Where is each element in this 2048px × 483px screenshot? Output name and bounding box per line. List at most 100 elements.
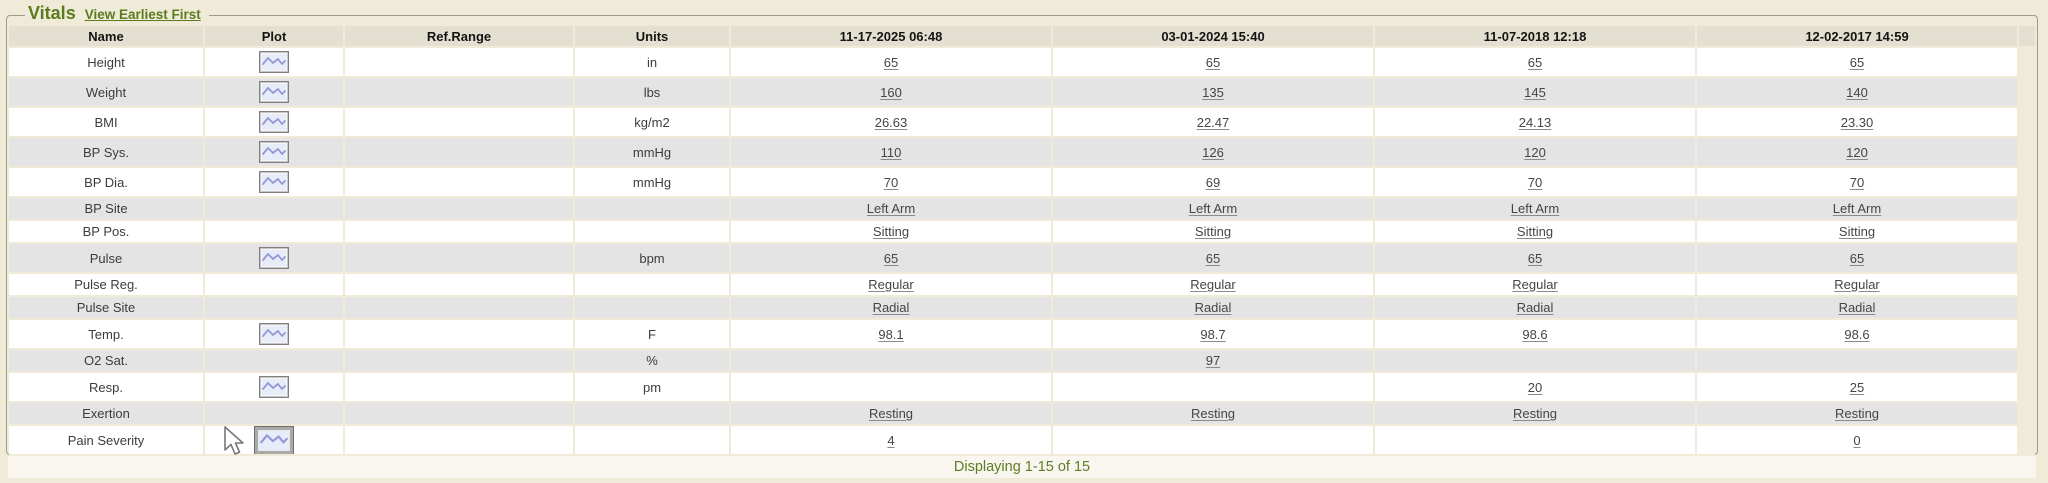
column-header-ref-range: Ref.Range <box>345 26 575 46</box>
value-link[interactable]: 97 <box>1205 353 1221 368</box>
plot-button[interactable] <box>259 51 289 73</box>
value-link[interactable]: 140 <box>1846 84 1868 100</box>
value-cell: Resting <box>1697 403 2019 424</box>
value-link[interactable]: 26.63 <box>874 114 908 130</box>
value-link[interactable]: 69 <box>1205 174 1221 190</box>
plot-button[interactable] <box>259 247 289 269</box>
units-cell: mmHg <box>575 168 731 196</box>
units-cell: mmHg <box>575 138 731 166</box>
value-link[interactable]: Left Arm <box>1510 201 1560 216</box>
column-header-date-3: 11-07-2018 12:18 <box>1375 26 1697 46</box>
row-filler-cell <box>2019 48 2035 76</box>
value-link[interactable]: 160 <box>880 84 902 100</box>
value-cell: 4 <box>731 426 1053 454</box>
value-link[interactable]: 98.6 <box>1844 326 1870 342</box>
ref-range-cell <box>345 168 575 196</box>
ref-range-cell <box>345 198 575 219</box>
table-row: BP Pos. Sitting Sitting Sitting Sitting <box>9 221 2035 244</box>
value-link[interactable]: 65 <box>1849 54 1865 70</box>
value-link[interactable]: 110 <box>880 144 902 160</box>
value-link[interactable]: 98.6 <box>1522 326 1548 342</box>
table-row: BP Sys. mmHg 110 126 120 120 <box>9 138 2035 168</box>
value-link[interactable]: Resting <box>1190 406 1236 421</box>
vitals-table: Name Plot Ref.Range Units 11-17-2025 06:48 03… <box>9 26 2035 456</box>
value-link[interactable]: Radial <box>872 300 910 315</box>
plot-button[interactable] <box>259 81 289 103</box>
plot-cell <box>205 297 345 318</box>
ref-range-cell <box>345 244 575 272</box>
plot-cell <box>205 274 345 295</box>
value-link[interactable]: Left Arm <box>1832 201 1882 216</box>
plot-button[interactable] <box>254 426 294 454</box>
value-link[interactable]: Regular <box>868 277 914 292</box>
value-link[interactable]: 70 <box>883 174 899 190</box>
value-link[interactable]: 135 <box>1202 84 1224 100</box>
plot-cell <box>205 320 345 348</box>
plot-button[interactable] <box>259 376 289 398</box>
line-chart-icon <box>262 117 286 125</box>
value-link[interactable]: 126 <box>1202 144 1224 160</box>
ref-range-cell <box>345 48 575 76</box>
row-name-cell: BP Pos. <box>9 221 205 242</box>
value-link[interactable]: Regular <box>1190 277 1236 292</box>
value-link[interactable]: 23.30 <box>1840 114 1874 130</box>
value-link[interactable]: 98.1 <box>878 326 904 342</box>
ref-range-cell <box>345 274 575 295</box>
value-link[interactable]: 25 <box>1849 379 1865 395</box>
value-link[interactable]: 145 <box>1524 84 1546 100</box>
value-link[interactable]: Left Arm <box>866 201 916 216</box>
row-name-cell: Resp. <box>9 373 205 401</box>
value-link[interactable]: Left Arm <box>1188 201 1238 216</box>
value-link[interactable]: 65 <box>1205 250 1221 266</box>
units-cell: % <box>575 350 731 371</box>
value-cell: Left Arm <box>1053 198 1375 219</box>
value-link[interactable]: Sitting <box>872 224 910 239</box>
table-header-row: Name Plot Ref.Range Units 11-17-2025 06:48 03… <box>9 26 2035 48</box>
value-cell: 65 <box>1697 48 2019 76</box>
line-chart-icon <box>262 253 286 261</box>
value-link[interactable]: 20 <box>1527 379 1543 395</box>
value-link[interactable]: Radial <box>1194 300 1232 315</box>
value-link[interactable]: 65 <box>1527 54 1543 70</box>
value-link[interactable]: Resting <box>1834 406 1880 421</box>
table-row: Pulse bpm 65 65 65 65 <box>9 244 2035 274</box>
value-link[interactable]: 65 <box>1527 250 1543 266</box>
value-link[interactable]: 24.13 <box>1518 114 1552 130</box>
value-cell: 65 <box>731 244 1053 272</box>
table-row: O2 Sat.% 97 <box>9 350 2035 373</box>
value-cell: 24.13 <box>1375 108 1697 136</box>
value-link[interactable]: 120 <box>1524 144 1546 160</box>
value-link[interactable]: Sitting <box>1194 224 1232 239</box>
value-link[interactable]: 65 <box>1849 250 1865 266</box>
value-cell <box>1053 426 1375 454</box>
value-link[interactable]: 70 <box>1527 174 1543 190</box>
value-cell: Left Arm <box>1697 198 2019 219</box>
row-name-cell: Height <box>9 48 205 76</box>
value-link[interactable]: 120 <box>1846 144 1868 160</box>
plot-button[interactable] <box>259 323 289 345</box>
value-cell: Regular <box>1697 274 2019 295</box>
value-cell: 98.6 <box>1375 320 1697 348</box>
value-link[interactable]: 0 <box>1853 432 1861 448</box>
value-cell <box>1375 350 1697 371</box>
value-link[interactable]: Regular <box>1512 277 1558 292</box>
value-link[interactable]: Resting <box>1512 406 1558 421</box>
value-link[interactable]: Regular <box>1834 277 1880 292</box>
plot-button[interactable] <box>259 171 289 193</box>
view-earliest-first-link[interactable]: View Earliest First <box>84 7 201 22</box>
value-link[interactable]: 65 <box>883 250 899 266</box>
value-link[interactable]: Sitting <box>1516 224 1554 239</box>
value-link[interactable]: Radial <box>1516 300 1554 315</box>
plot-button[interactable] <box>259 141 289 163</box>
value-link[interactable]: 70 <box>1849 174 1865 190</box>
value-link[interactable]: Sitting <box>1838 224 1876 239</box>
value-link[interactable]: Radial <box>1838 300 1876 315</box>
value-link[interactable]: 65 <box>1205 54 1221 70</box>
value-link[interactable]: 22.47 <box>1196 114 1230 130</box>
value-link[interactable]: 4 <box>887 432 895 448</box>
plot-button[interactable] <box>259 111 289 133</box>
value-link[interactable]: 65 <box>883 54 899 70</box>
value-link[interactable]: 98.7 <box>1200 326 1226 342</box>
value-cell: 98.7 <box>1053 320 1375 348</box>
value-link[interactable]: Resting <box>868 406 914 421</box>
